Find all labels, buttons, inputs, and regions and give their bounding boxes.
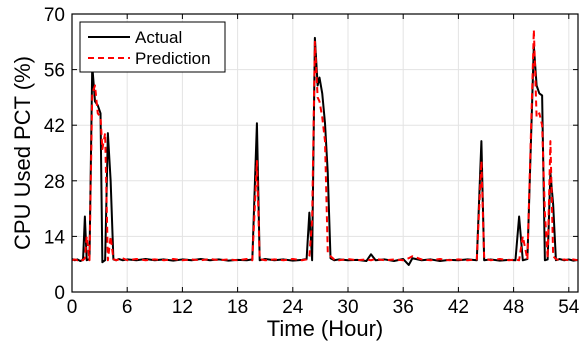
x-axis-label: Time (Hour) — [267, 316, 384, 341]
y-tick-label: 42 — [44, 116, 65, 137]
plot-frame — [71, 13, 579, 293]
x-tick-label: 42 — [448, 297, 469, 318]
x-tick-label: 36 — [393, 297, 414, 318]
series-layer — [71, 28, 579, 266]
y-tick-label: 28 — [44, 172, 65, 193]
x-tick-label: 18 — [227, 297, 248, 318]
x-tick-label: 0 — [67, 297, 78, 318]
y-axis-label: CPU Used PCT (%) — [10, 56, 35, 250]
x-tick-label: 6 — [122, 297, 133, 318]
legend-box — [79, 21, 226, 73]
y-tick-label: 0 — [54, 283, 65, 304]
series-line-actual — [71, 36, 579, 266]
legend: Actual Prediction — [79, 21, 226, 73]
x-tick-label: 48 — [503, 297, 524, 318]
x-tick-label: 30 — [337, 297, 358, 318]
x-tick-label: 12 — [172, 297, 193, 318]
axis-ticks: 0 6 12 18 24 30 36 42 48 54 0 14 28 42 56 70 — [44, 5, 580, 318]
y-tick-label: 14 — [44, 227, 66, 248]
series-line-prediction — [71, 28, 579, 262]
legend-label-actual: Actual — [135, 28, 182, 47]
y-tick-label: 70 — [44, 5, 65, 26]
legend-label-prediction: Prediction — [135, 49, 211, 68]
y-tick-label: 56 — [44, 61, 65, 82]
x-tick-label: 54 — [558, 297, 580, 318]
x-tick-label: 24 — [282, 297, 304, 318]
